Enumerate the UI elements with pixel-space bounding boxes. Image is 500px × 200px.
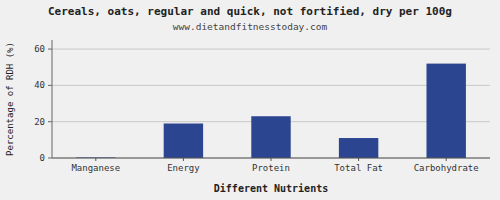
grid-line [52,85,490,86]
grid-line [52,49,490,50]
grid [52,49,490,158]
x-tick [358,158,359,161]
y-tick [48,158,52,159]
chart-container: Cereals, oats, regular and quick, not fo… [0,0,500,200]
bar [164,124,203,158]
y-tick [48,85,52,86]
bars [76,64,466,158]
bar [251,116,290,158]
y-tick-label: 60 [34,44,45,54]
y-tick-label: 40 [34,80,45,90]
subtitle: www.dietandfitnesstoday.com [173,21,328,32]
bar [426,64,465,158]
x-tick-label: Total Fat [334,163,383,173]
chart: Cereals, oats, regular and quick, not fo… [0,0,500,200]
x-tick-label: Manganese [71,163,120,173]
y-tick [48,121,52,122]
title: Cereals, oats, regular and quick, not fo… [48,5,452,18]
y-tick [48,49,52,50]
y-tick-label: 20 [34,117,45,127]
y-axis-label: Percentage of RDH (%) [5,42,15,156]
y-tick-label: 0 [40,153,45,163]
x-tick-label: Protein [252,163,290,173]
x-tick [183,158,184,161]
x-tick [271,158,272,161]
x-axis-label: Different Nutrients [214,183,328,194]
x-tick-label: Energy [167,163,200,173]
background [0,0,500,200]
bar [339,138,378,158]
x-tick [95,158,96,161]
y-axis-line [52,40,53,158]
x-tick [446,158,447,161]
x-tick-label: Carbohydrate [414,163,479,173]
